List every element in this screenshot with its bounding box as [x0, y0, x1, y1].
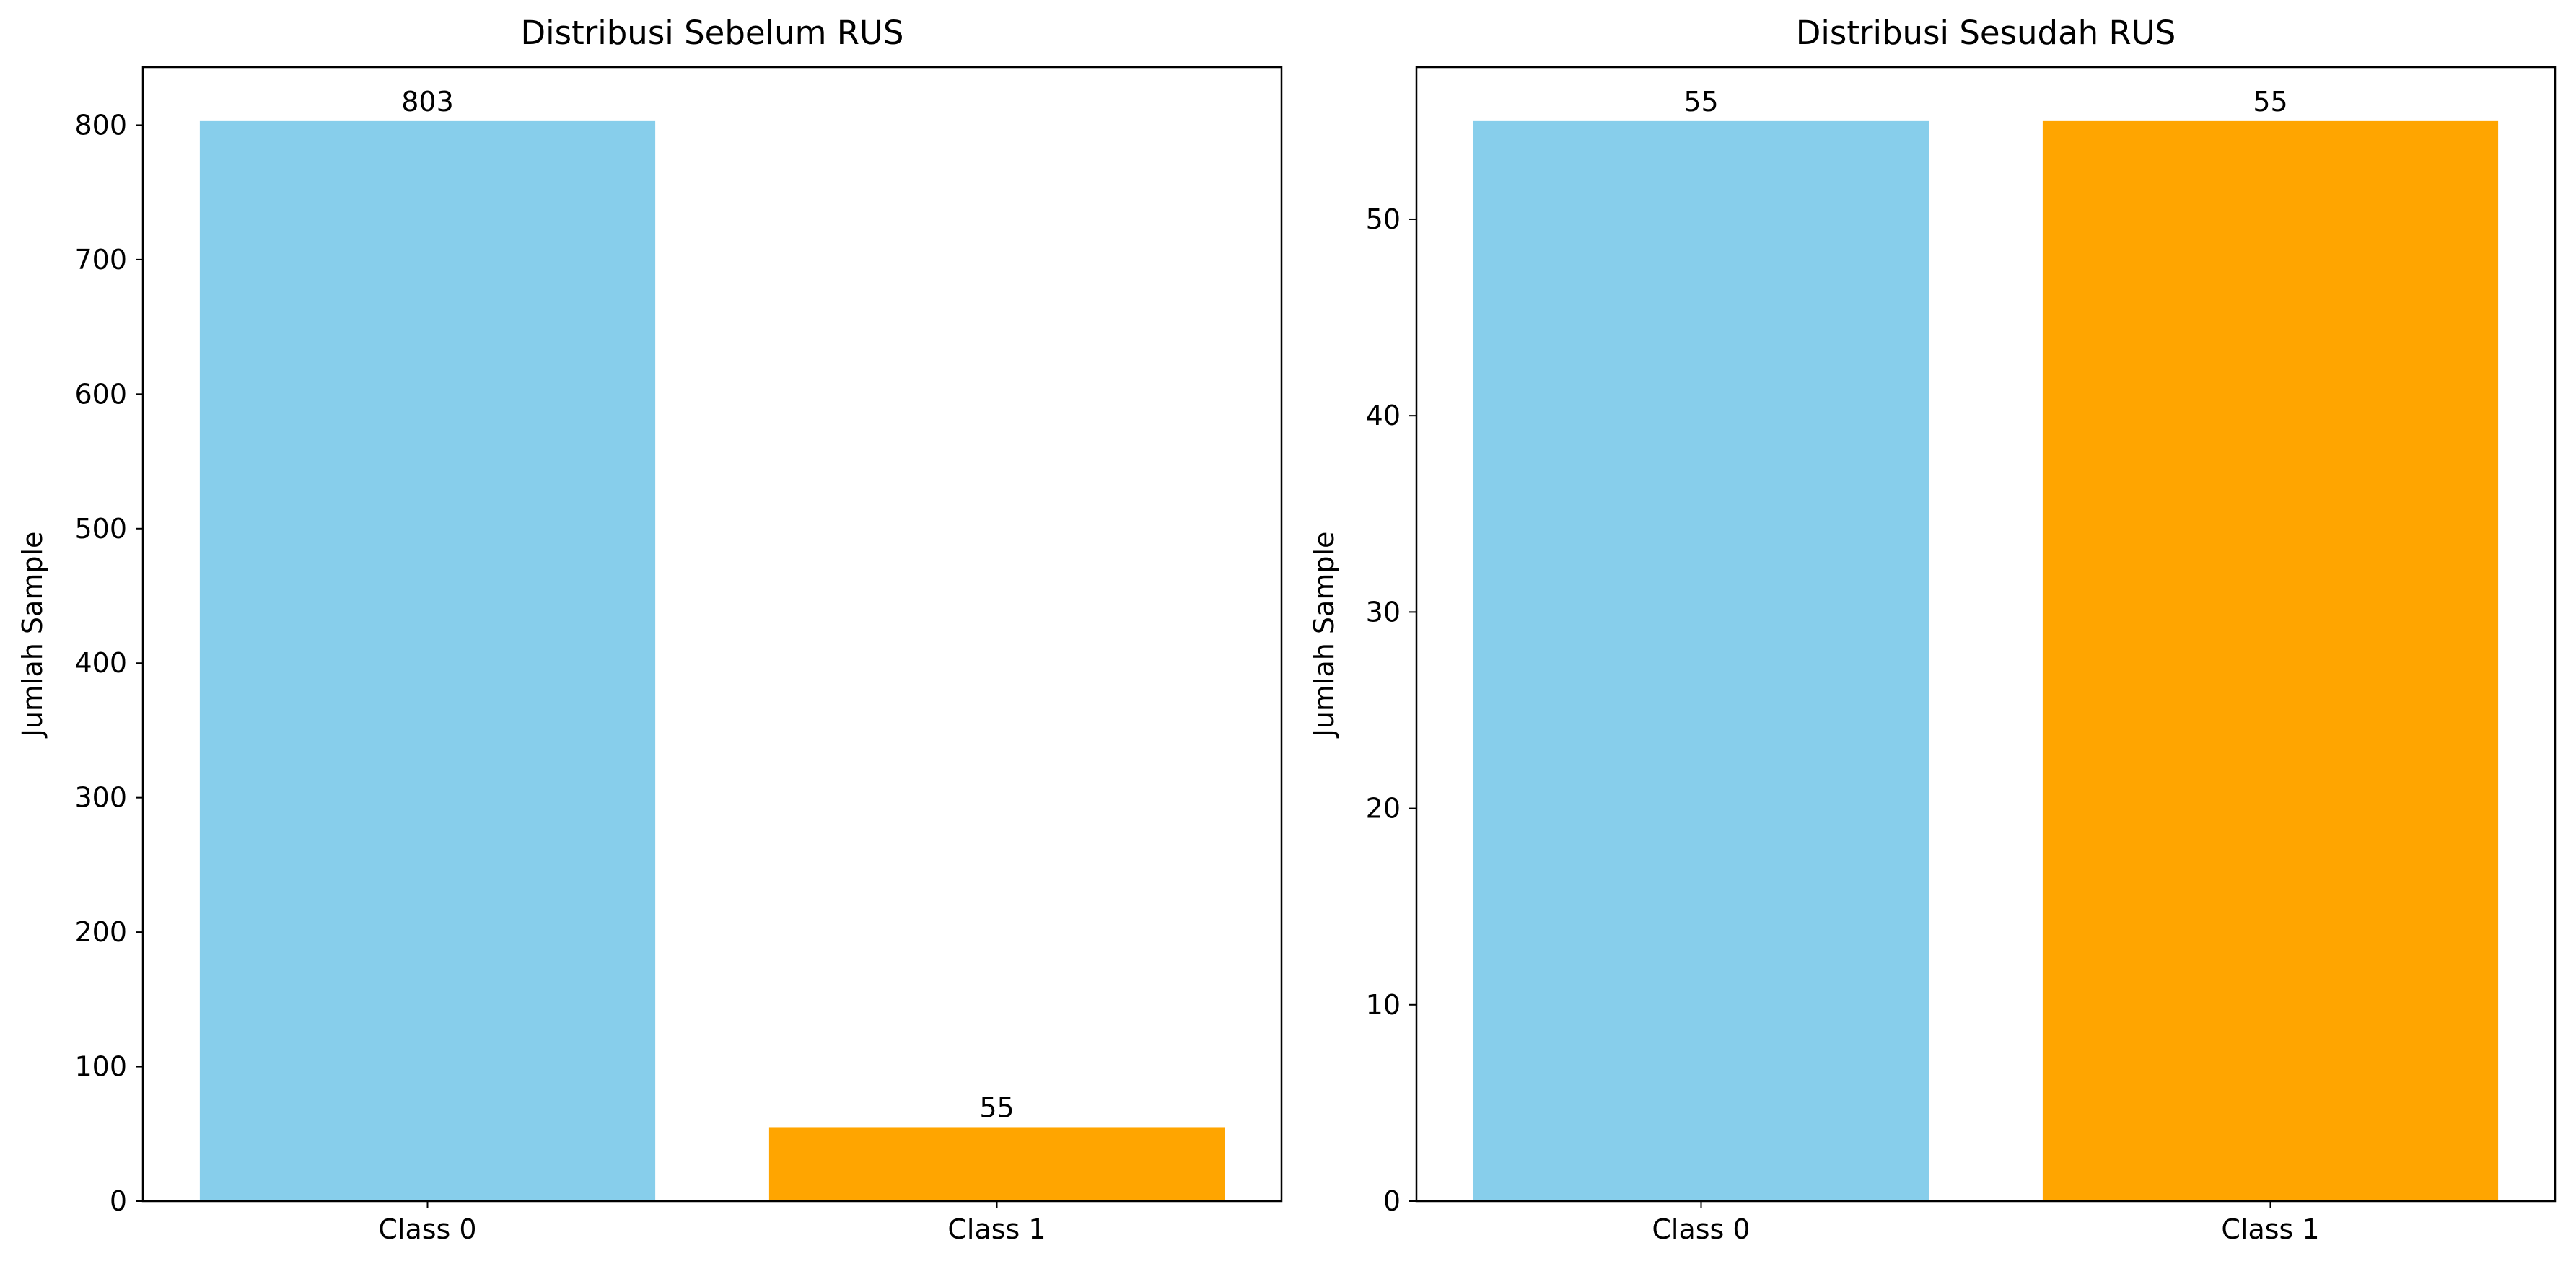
axes-frame: [1415, 66, 2557, 1203]
y-tick-label: 400: [74, 647, 127, 679]
x-tick-label: Class 1: [947, 1213, 1046, 1245]
y-tick-label: 40: [1366, 400, 1401, 431]
bar-class-1: [2042, 120, 2499, 1202]
chart-title: Distribusi Sesudah RUS: [1796, 14, 2176, 52]
y-axis-label: Jumlah Sample: [1308, 532, 1340, 739]
data-label: 55: [979, 1091, 1014, 1123]
y-tick-label: 800: [74, 109, 127, 141]
y-tick-label: 100: [74, 1051, 127, 1083]
y-axis-label: Jumlah Sample: [17, 532, 48, 739]
axes-frame: [141, 66, 1283, 1203]
chart-title: Distribusi Sebelum RUS: [520, 14, 903, 52]
y-tick-label: 500: [74, 513, 127, 545]
y-tick-label: 600: [74, 378, 127, 410]
data-label: 803: [401, 86, 454, 118]
y-tick-label: 0: [110, 1185, 127, 1217]
bar-class-0: [199, 120, 656, 1202]
data-label: 55: [2253, 86, 2287, 118]
chart-panel-1: 803 Class 0 55 Class 1 0 100 200 300 400 500 600 70…: [17, 14, 1283, 1245]
y-tick-label: 0: [1383, 1185, 1401, 1217]
x-tick-label: Class 0: [1652, 1213, 1750, 1245]
chart-panel-2: 55 Class 0 55 Class 1 0 10 20 30 40 50 Distribusi …: [1308, 14, 2557, 1245]
y-tick-label: 200: [74, 916, 127, 948]
x-tick-label: Class 0: [378, 1213, 476, 1245]
y-tick-label: 20: [1366, 793, 1401, 825]
y-tick-label: 50: [1366, 203, 1401, 235]
y-tick-label: 700: [74, 244, 127, 276]
y-tick-label: 10: [1366, 989, 1401, 1021]
bar-class-0: [1473, 120, 1929, 1202]
y-tick-label: 30: [1366, 596, 1401, 628]
bar-class-1: [768, 1127, 1225, 1201]
data-label: 55: [1683, 86, 1718, 118]
x-tick-label: Class 1: [2221, 1213, 2319, 1245]
y-tick-label: 300: [74, 782, 127, 814]
